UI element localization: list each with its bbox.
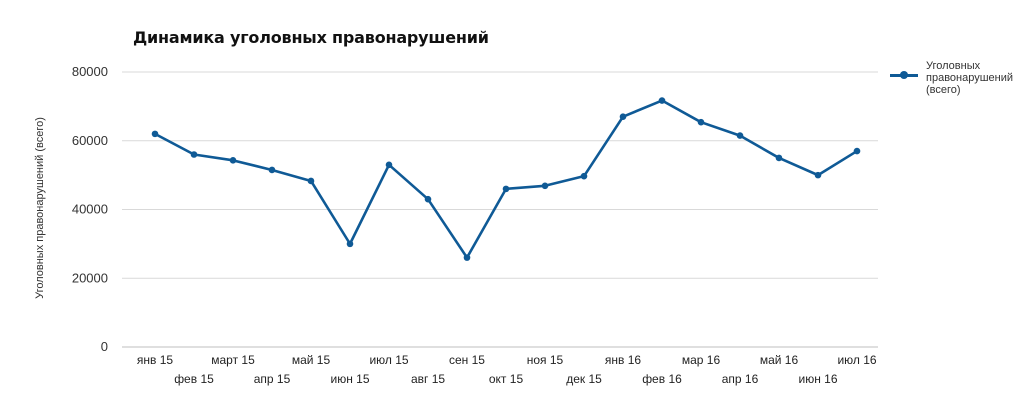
- legend-line-marker-icon: [890, 68, 918, 82]
- data-point[interactable]: [541, 182, 549, 190]
- x-tick-label: фев 15: [174, 372, 214, 386]
- x-tick-label: июл 15: [369, 353, 408, 367]
- data-point[interactable]: [697, 118, 705, 126]
- x-tick-label: июл 16: [837, 353, 876, 367]
- data-point[interactable]: [775, 154, 783, 162]
- grid-lines: [122, 71, 878, 348]
- data-point[interactable]: [619, 113, 627, 120]
- data-point[interactable]: [346, 240, 354, 248]
- data-point[interactable]: [268, 166, 276, 174]
- chart-title: Динамика уголовных правонарушений: [133, 28, 489, 47]
- x-tick-label: март 15: [211, 353, 255, 367]
- data-point[interactable]: [424, 195, 432, 203]
- data-point[interactable]: [736, 132, 744, 139]
- data-series: [151, 97, 861, 261]
- data-point[interactable]: [307, 177, 315, 185]
- legend: Уголовных правонарушений (всего): [890, 60, 1024, 96]
- x-tick-label: апр 16: [722, 372, 759, 386]
- x-tick-label: дек 15: [566, 372, 602, 386]
- x-tick-label: май 16: [760, 353, 799, 367]
- data-point[interactable]: [385, 161, 393, 169]
- data-point[interactable]: [853, 147, 861, 155]
- x-tick-label: май 15: [292, 353, 331, 367]
- data-point[interactable]: [658, 97, 666, 104]
- x-tick-label: сен 15: [449, 353, 485, 367]
- y-tick-label: 0: [101, 339, 108, 354]
- x-tick-label: авг 15: [411, 372, 445, 386]
- series-line: [154, 99, 858, 259]
- data-point[interactable]: [151, 130, 159, 138]
- y-tick-label: 40000: [72, 202, 108, 217]
- x-tick-label: июн 15: [330, 372, 369, 386]
- y-tick-label: 60000: [72, 133, 108, 148]
- x-tick-label: фев 16: [642, 372, 682, 386]
- legend-label: Уголовных правонарушений (всего): [926, 60, 1014, 96]
- data-point[interactable]: [190, 151, 198, 158]
- data-point[interactable]: [229, 157, 237, 164]
- x-tick-label: апр 15: [254, 372, 291, 386]
- data-point[interactable]: [502, 185, 510, 193]
- x-tick-label: мар 16: [682, 353, 721, 367]
- x-tick-label: окт 15: [489, 372, 524, 386]
- y-tick-label: 80000: [72, 64, 108, 79]
- x-tick-label: июн 16: [798, 372, 837, 386]
- x-tick-label: янв 16: [605, 353, 642, 367]
- data-point[interactable]: [463, 254, 471, 261]
- data-point[interactable]: [580, 172, 588, 180]
- data-point[interactable]: [814, 171, 822, 179]
- x-tick-label: янв 15: [137, 353, 174, 367]
- y-axis-ticks: 0 20000 40000 60000 80000: [72, 64, 108, 354]
- x-tick-label: ноя 15: [527, 353, 564, 367]
- y-tick-label: 20000: [72, 270, 108, 285]
